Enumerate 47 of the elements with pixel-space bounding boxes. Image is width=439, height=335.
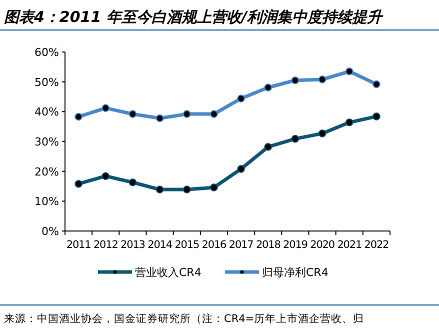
chart-title: 图表4：2011 年至今白酒规上营收/利润集中度持续提升 (4, 8, 384, 26)
point (345, 118, 354, 126)
point (372, 112, 380, 120)
x-tick-label: 2017 (228, 239, 254, 251)
point (291, 134, 300, 143)
point (264, 84, 272, 92)
point (318, 76, 326, 84)
point (237, 94, 245, 102)
x-tick-label: 2020 (310, 239, 334, 251)
point (210, 110, 218, 118)
point (264, 142, 272, 151)
point (237, 165, 245, 173)
point (102, 104, 110, 112)
point (372, 80, 380, 88)
point (128, 178, 137, 186)
point (156, 114, 164, 122)
x-tick-label: 2011 (66, 239, 91, 251)
legend-label: 归母净利CR4 (262, 266, 328, 279)
point (182, 110, 191, 118)
y-tick-label: 50% (34, 76, 59, 89)
x-tick-label: 2021 (337, 239, 362, 251)
x-tick-label: 2019 (283, 239, 308, 251)
y-tick-label: 0% (42, 225, 59, 238)
x-tick-label: 2013 (120, 239, 145, 251)
x-tick-label: 2022 (364, 239, 389, 251)
legend-label: 营业收入CR4 (135, 266, 202, 279)
y-tick-label: 30% (34, 136, 59, 148)
point (74, 180, 82, 188)
x-tick-label: 2014 (148, 239, 173, 251)
x-tick-label: 2016 (202, 239, 228, 251)
point (345, 67, 354, 76)
point (210, 184, 218, 192)
point (291, 76, 300, 84)
point (128, 110, 137, 118)
source-note: 来源：中国酒业协会，国金证券研究所（注：CR4=历年上市酒企营收、归 (4, 312, 364, 325)
point (182, 186, 191, 194)
point (156, 186, 164, 194)
x-tick-label: 2012 (93, 239, 118, 251)
x-tick-label: 2015 (174, 239, 200, 251)
y-tick-label: 10% (34, 195, 59, 208)
point (318, 130, 326, 138)
y-tick-label: 20% (34, 165, 59, 178)
point (74, 112, 82, 121)
y-tick-label: 40% (34, 106, 59, 119)
x-tick-label: 2018 (256, 239, 280, 251)
point (102, 172, 110, 180)
y-tick-label: 60% (34, 46, 59, 59)
